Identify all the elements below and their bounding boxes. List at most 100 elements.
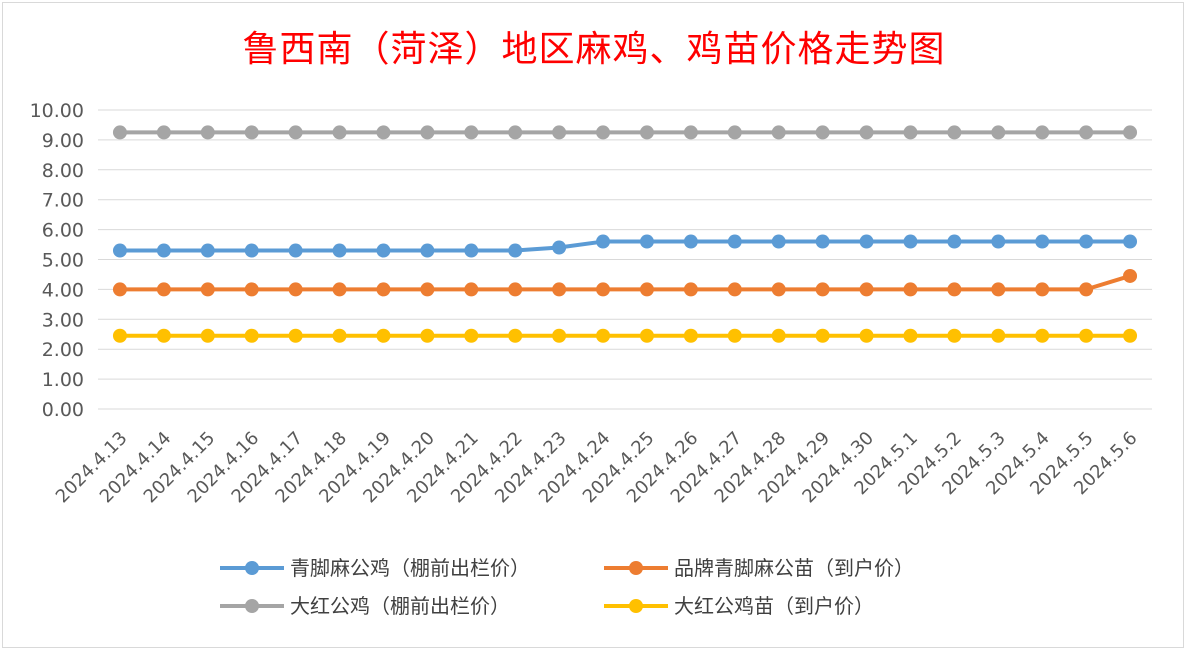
- data-point: [464, 125, 479, 140]
- data-point: [200, 243, 215, 258]
- data-point: [244, 125, 259, 140]
- data-point: [508, 282, 523, 297]
- y-tick-label: 6.00: [42, 220, 84, 242]
- y-tick-label: 7.00: [42, 190, 84, 212]
- data-point: [947, 282, 962, 297]
- data-point: [683, 234, 698, 249]
- legend-swatch-marker: [629, 599, 643, 613]
- data-point: [1035, 125, 1050, 140]
- data-point: [1123, 125, 1138, 140]
- data-point: [859, 282, 874, 297]
- data-point: [376, 243, 391, 258]
- data-point: [727, 282, 742, 297]
- y-tick-label: 8.00: [42, 160, 84, 182]
- data-point: [991, 328, 1006, 343]
- data-point: [859, 125, 874, 140]
- data-point: [376, 282, 391, 297]
- data-point: [727, 234, 742, 249]
- data-point: [639, 125, 654, 140]
- data-point: [859, 328, 874, 343]
- data-point: [332, 328, 347, 343]
- data-point: [1079, 328, 1094, 343]
- data-point: [771, 125, 786, 140]
- data-point: [464, 282, 479, 297]
- series-line: [117, 273, 1133, 292]
- legend-swatch-marker: [629, 561, 643, 575]
- chart-title: 鲁西南（菏泽）地区麻鸡、鸡苗价格走势图: [242, 29, 946, 70]
- data-point: [552, 282, 567, 297]
- data-point: [639, 328, 654, 343]
- data-point: [288, 125, 303, 140]
- data-point: [683, 125, 698, 140]
- y-tick-label: 3.00: [42, 309, 84, 331]
- y-tick-label: 0.00: [42, 399, 84, 421]
- legend-label: 青脚麻公鸡（棚前出栏价）: [290, 556, 530, 580]
- data-point: [332, 125, 347, 140]
- data-point: [683, 282, 698, 297]
- data-point: [508, 328, 523, 343]
- data-point: [1035, 234, 1050, 249]
- data-point: [156, 282, 171, 297]
- data-point: [1079, 234, 1094, 249]
- legend-label: 品牌青脚麻公苗（到户价）: [674, 556, 914, 580]
- data-point: [332, 282, 347, 297]
- data-point: [288, 282, 303, 297]
- legend-label: 大红公鸡（棚前出栏价）: [290, 594, 510, 618]
- data-point: [156, 328, 171, 343]
- data-point: [420, 282, 435, 297]
- data-point: [552, 328, 567, 343]
- data-point: [156, 125, 171, 140]
- data-point: [420, 125, 435, 140]
- data-point: [552, 240, 567, 255]
- data-point: [112, 282, 127, 297]
- data-point: [771, 282, 786, 297]
- y-tick-label: 1.00: [42, 369, 84, 391]
- data-point: [903, 282, 918, 297]
- series-line: [117, 239, 1133, 253]
- data-point: [420, 328, 435, 343]
- data-point: [859, 234, 874, 249]
- data-point: [815, 328, 830, 343]
- data-point: [815, 125, 830, 140]
- y-tick-label: 9.00: [42, 130, 84, 152]
- data-point: [903, 234, 918, 249]
- data-point: [332, 243, 347, 258]
- data-point: [815, 282, 830, 297]
- legend-label: 大红公鸡苗（到户价）: [674, 594, 874, 618]
- data-point: [1079, 282, 1094, 297]
- data-point: [1123, 268, 1138, 283]
- legend-swatch-marker: [245, 599, 259, 613]
- data-point: [1079, 125, 1094, 140]
- data-point: [376, 125, 391, 140]
- data-point: [464, 243, 479, 258]
- data-point: [112, 328, 127, 343]
- data-point: [1123, 328, 1138, 343]
- data-point: [991, 125, 1006, 140]
- data-point: [596, 328, 611, 343]
- data-point: [156, 243, 171, 258]
- y-tick-label: 5.00: [42, 250, 84, 272]
- data-point: [903, 125, 918, 140]
- data-point: [947, 125, 962, 140]
- data-point: [508, 125, 523, 140]
- data-point: [771, 234, 786, 249]
- data-point: [991, 234, 1006, 249]
- data-point: [727, 328, 742, 343]
- data-point: [771, 328, 786, 343]
- data-point: [552, 125, 567, 140]
- data-point: [244, 282, 259, 297]
- data-point: [991, 282, 1006, 297]
- data-point: [200, 282, 215, 297]
- data-point: [112, 243, 127, 258]
- data-point: [244, 243, 259, 258]
- data-point: [596, 282, 611, 297]
- data-point: [1035, 282, 1050, 297]
- data-point: [903, 328, 918, 343]
- data-point: [420, 243, 435, 258]
- data-point: [727, 125, 742, 140]
- data-point: [639, 234, 654, 249]
- data-point: [1035, 328, 1050, 343]
- data-point: [112, 125, 127, 140]
- data-point: [815, 234, 830, 249]
